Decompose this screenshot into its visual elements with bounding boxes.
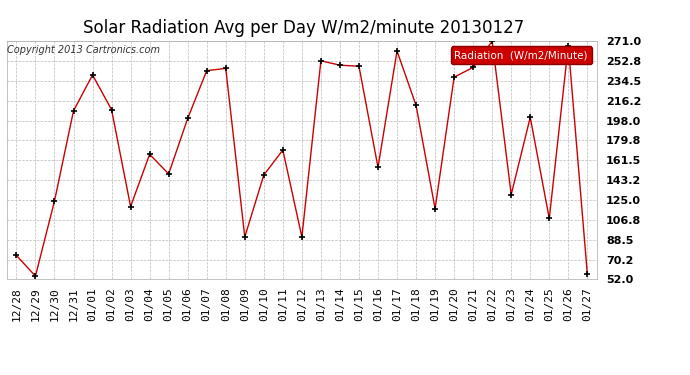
- Legend: Radiation  (W/m2/Minute): Radiation (W/m2/Minute): [451, 46, 591, 64]
- Text: Solar Radiation Avg per Day W/m2/minute 20130127: Solar Radiation Avg per Day W/m2/minute …: [83, 19, 524, 37]
- Text: Copyright 2013 Cartronics.com: Copyright 2013 Cartronics.com: [7, 45, 160, 55]
